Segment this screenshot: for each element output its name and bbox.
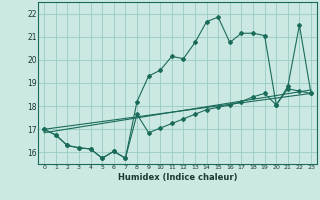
- X-axis label: Humidex (Indice chaleur): Humidex (Indice chaleur): [118, 173, 237, 182]
